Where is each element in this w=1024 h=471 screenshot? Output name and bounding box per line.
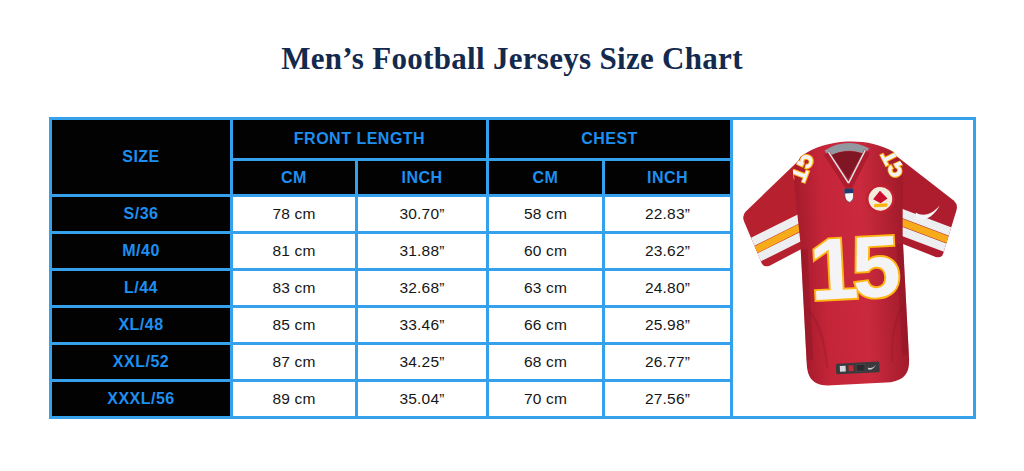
front-inch-value: 34.25” — [357, 344, 488, 381]
chest-inch-value: 23.62” — [604, 233, 732, 270]
front-cm-value: 78 cm — [232, 196, 357, 233]
chest-inch-header: INCH — [604, 160, 732, 196]
chest-cm-value: 60 cm — [488, 233, 604, 270]
front-cm-value: 85 cm — [232, 307, 357, 344]
header-row-groups: SIZE FRONT LENGTH CHEST — [51, 119, 975, 160]
chest-inch-value: 27.56” — [604, 381, 732, 418]
chest-cm-header: CM — [488, 160, 604, 196]
jersey-number-chest: 15 — [807, 217, 901, 319]
front-inch-value: 30.70” — [357, 196, 488, 233]
chest-inch-value: 25.98” — [604, 307, 732, 344]
front-cm-header: CM — [232, 160, 357, 196]
chest-cm-value: 66 cm — [488, 307, 604, 344]
size-cell: XXL/52 — [51, 344, 232, 381]
size-cell: XXXL/56 — [51, 381, 232, 418]
chest-cm-value: 58 cm — [488, 196, 604, 233]
size-cell: L/44 — [51, 270, 232, 307]
size-chart-table: SIZE FRONT LENGTH CHEST — [49, 117, 976, 419]
size-cell: M/40 — [51, 233, 232, 270]
size-cell: XL/48 — [51, 307, 232, 344]
size-cell: S/36 — [51, 196, 232, 233]
front-inch-header: INCH — [357, 160, 488, 196]
chest-cm-value: 70 cm — [488, 381, 604, 418]
jock-tag — [836, 362, 880, 375]
front-inch-value: 35.04” — [357, 381, 488, 418]
chest-inch-value: 24.80” — [604, 270, 732, 307]
front-cm-value: 89 cm — [232, 381, 357, 418]
front-inch-value: 31.88” — [357, 233, 488, 270]
page-title: Men’s Football Jerseys Size Chart — [0, 41, 1024, 77]
chest-cm-value: 63 cm — [488, 270, 604, 307]
front-cm-value: 83 cm — [232, 270, 357, 307]
front-length-group-header: FRONT LENGTH — [232, 119, 488, 160]
chest-group-header: CHEST — [488, 119, 732, 160]
front-cm-value: 81 cm — [232, 233, 357, 270]
chest-cm-value: 68 cm — [488, 344, 604, 381]
front-cm-value: 87 cm — [232, 344, 357, 381]
front-inch-value: 32.68” — [357, 270, 488, 307]
jersey-product-image-cell: 15 15 15 — [732, 119, 975, 418]
jersey-image: 15 15 15 — [737, 123, 969, 415]
size-column-header: SIZE — [51, 119, 232, 196]
chest-inch-value: 22.83” — [604, 196, 732, 233]
front-inch-value: 33.46” — [357, 307, 488, 344]
chest-inch-value: 26.77” — [604, 344, 732, 381]
team-patch-icon — [867, 185, 894, 212]
